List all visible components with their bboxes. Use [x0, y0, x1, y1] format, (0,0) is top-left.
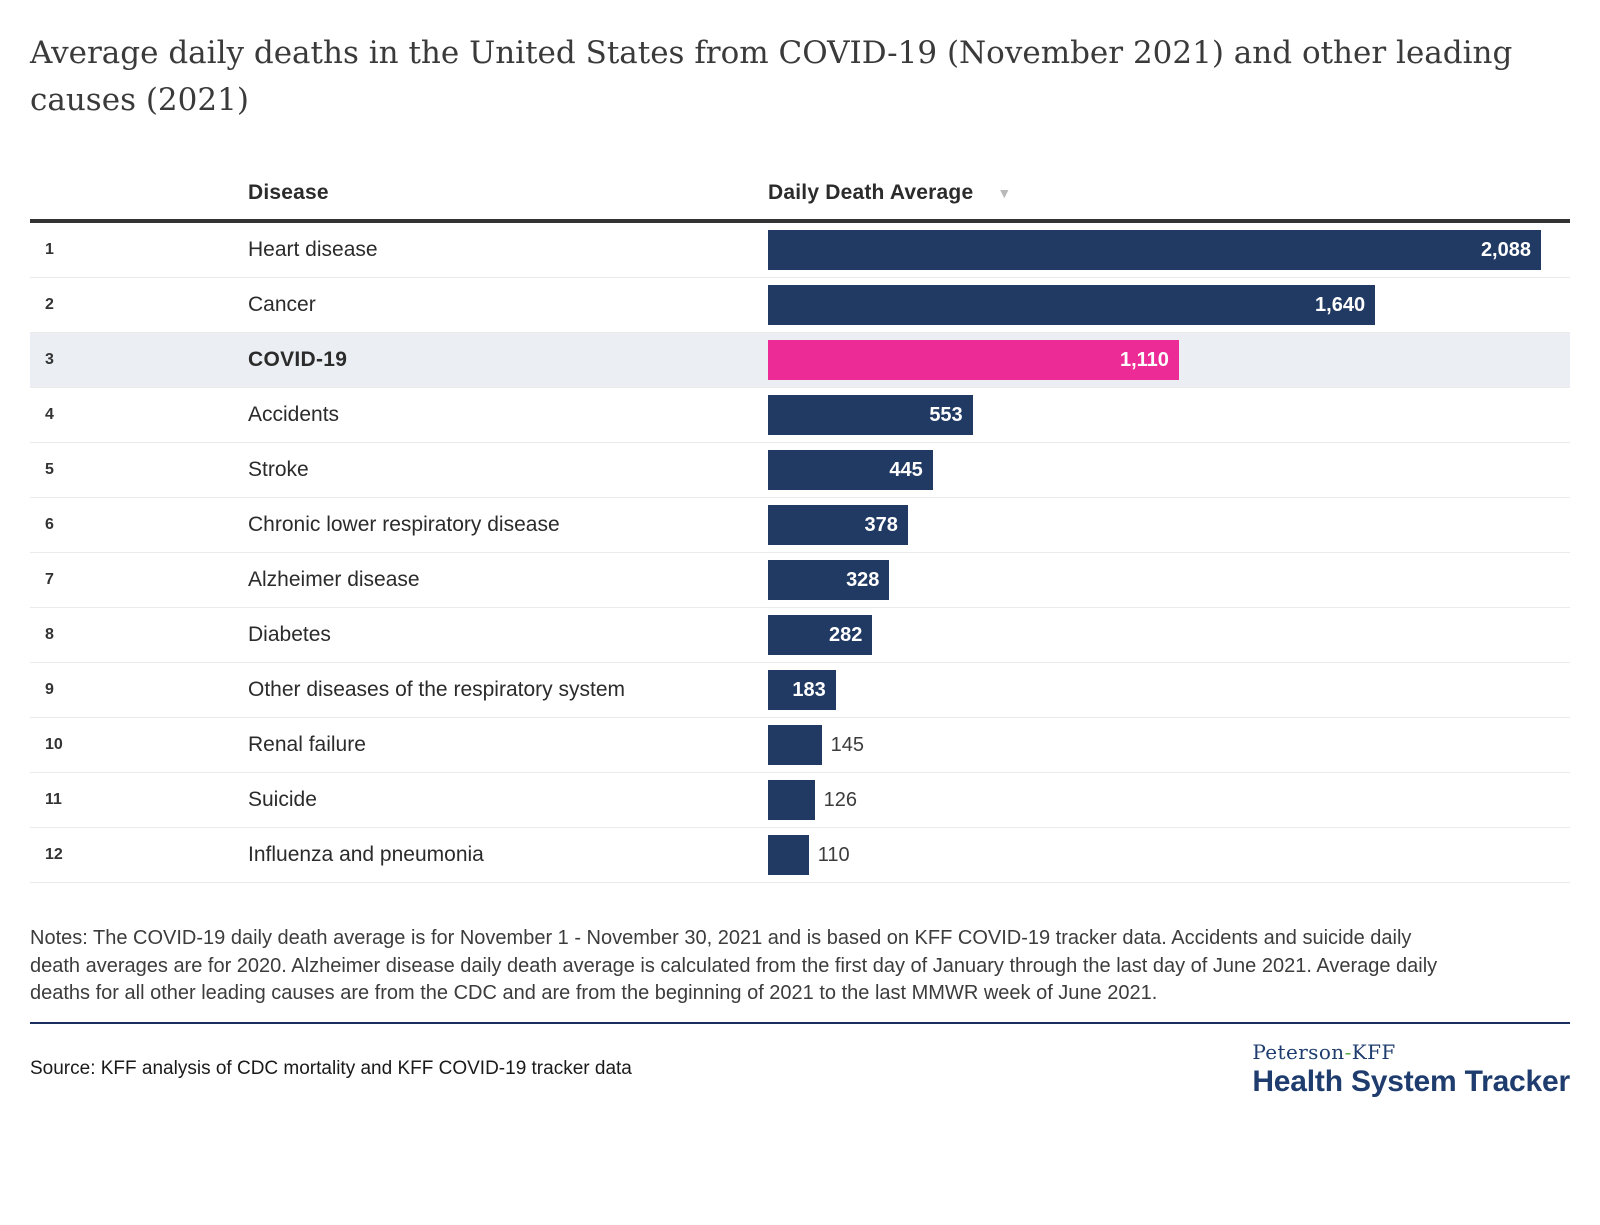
table-row: 6 Chronic lower respiratory disease 378 [30, 498, 1570, 553]
bar-track: 445 [768, 450, 1541, 490]
disease-label: Renal failure [248, 733, 366, 757]
bar[interactable] [768, 835, 809, 875]
logo-peterson-kff: Peterson-KFF [1252, 1040, 1570, 1064]
column-header-disease: Disease [248, 181, 329, 204]
bar[interactable]: 2,088 [768, 230, 1541, 270]
row-rank: 1 [45, 241, 54, 258]
table-header-row: Disease Daily Death Average ▼ [30, 181, 1570, 223]
disease-label: Accidents [248, 403, 340, 427]
bar-value-label: 2,088 [1480, 238, 1531, 261]
disease-label: COVID-19 [248, 348, 348, 372]
disease-label: Other diseases of the respiratory system [248, 678, 625, 702]
logo-kff: KFF [1351, 1039, 1396, 1064]
row-rank: 2 [45, 296, 54, 313]
bar-value-label: 183 [792, 678, 826, 701]
table-row: 12 Influenza and pneumonia 110 [30, 828, 1570, 883]
disease-label: Diabetes [248, 623, 331, 647]
row-rank: 10 [45, 736, 63, 753]
leading-causes-table: Disease Daily Death Average ▼ 1 Heart dis… [30, 181, 1570, 883]
bar-covid-19[interactable]: 1,110 [768, 340, 1179, 380]
row-rank: 7 [45, 571, 54, 588]
bar-track: 1,110 [768, 340, 1541, 380]
bar[interactable] [768, 725, 822, 765]
table-row: 8 Diabetes 282 [30, 608, 1570, 663]
bar-value-label: 126 [823, 788, 857, 811]
sort-descending-icon: ▼ [997, 185, 1012, 201]
column-header-daily-death-average[interactable]: Daily Death Average ▼ [768, 181, 1570, 205]
table-row: 10 Renal failure 145 [30, 718, 1570, 773]
bar-track: 183 [768, 670, 1541, 710]
row-rank: 8 [45, 626, 54, 643]
bar-value-label: 145 [830, 733, 865, 756]
table-row: 1 Heart disease 2,088 [30, 223, 1570, 278]
peterson-kff-health-system-tracker-logo: Peterson-KFF Health System Tracker [1252, 1040, 1570, 1099]
bar-track: 1,640 [768, 285, 1541, 325]
bar-track: 126 [768, 780, 1541, 820]
disease-label: Cancer [248, 293, 316, 317]
disease-label: Chronic lower respiratory disease [248, 513, 560, 537]
column-header-daily-death-average-label: Daily Death Average [768, 181, 974, 204]
bar-value-label: 445 [889, 458, 923, 481]
row-rank: 6 [45, 516, 54, 533]
footer: Source: KFF analysis of CDC mortality an… [30, 1040, 1570, 1099]
bar-track: 110 [768, 835, 1541, 875]
bar-track: 553 [768, 395, 1541, 435]
disease-label: Heart disease [248, 238, 378, 262]
bar[interactable]: 282 [768, 615, 873, 655]
bar[interactable]: 378 [768, 505, 908, 545]
table-row: 7 Alzheimer disease 328 [30, 553, 1570, 608]
bar[interactable]: 328 [768, 560, 890, 600]
row-rank: 11 [45, 791, 62, 808]
bar-track: 282 [768, 615, 1541, 655]
row-rank: 9 [45, 681, 54, 698]
bar[interactable]: 553 [768, 395, 973, 435]
bar[interactable]: 183 [768, 670, 836, 710]
table-body: 1 Heart disease 2,088 2 Cancer 1,640 3 COVID-19… [30, 223, 1570, 883]
row-rank: 4 [45, 406, 54, 423]
source-text: Source: KFF analysis of CDC mortality an… [30, 1058, 632, 1080]
bar[interactable]: 1,640 [768, 285, 1376, 325]
table-row: 4 Accidents 553 [30, 388, 1570, 443]
bar-value-label: 328 [846, 568, 880, 591]
logo-hyphen: - [1344, 1039, 1352, 1064]
table-row: 5 Stroke 445 [30, 443, 1570, 498]
table-row: 2 Cancer 1,640 [30, 278, 1570, 333]
bar-value-label: 553 [929, 403, 963, 426]
logo-peterson: Peterson [1252, 1039, 1345, 1064]
notes-text: Notes: The COVID-19 daily death average … [30, 927, 1438, 1005]
table-row: 3 COVID-19 1,110 [30, 333, 1570, 388]
bar-track: 328 [768, 560, 1541, 600]
bar-value-label: 378 [864, 513, 898, 536]
table-row: 9 Other diseases of the respiratory syste… [30, 663, 1570, 718]
bar[interactable] [768, 780, 815, 820]
bar-value-label: 1,110 [1119, 348, 1169, 371]
chart-card: Average daily deaths in the United State… [0, 30, 1600, 1099]
logo-health-system-tracker: Health System Tracker [1252, 1064, 1570, 1098]
bar-value-label: 282 [829, 623, 863, 646]
bar[interactable]: 445 [768, 450, 933, 490]
row-rank: 12 [45, 846, 63, 863]
bar-track: 2,088 [768, 230, 1541, 270]
row-rank: 5 [45, 461, 54, 478]
disease-label: Suicide [248, 788, 317, 812]
table-row: 11 Suicide 126 [30, 773, 1570, 828]
bar-track: 145 [768, 725, 1541, 765]
bar-value-label: 110 [817, 843, 850, 866]
disease-label: Influenza and pneumonia [248, 843, 484, 867]
disease-label: Stroke [248, 458, 309, 482]
chart-title: Average daily deaths in the United State… [30, 35, 1513, 118]
disease-label: Alzheimer disease [248, 568, 420, 592]
bar-track: 378 [768, 505, 1541, 545]
bar-value-label: 1,640 [1315, 293, 1366, 316]
row-rank: 3 [45, 351, 54, 368]
footer-divider [30, 1021, 1570, 1024]
